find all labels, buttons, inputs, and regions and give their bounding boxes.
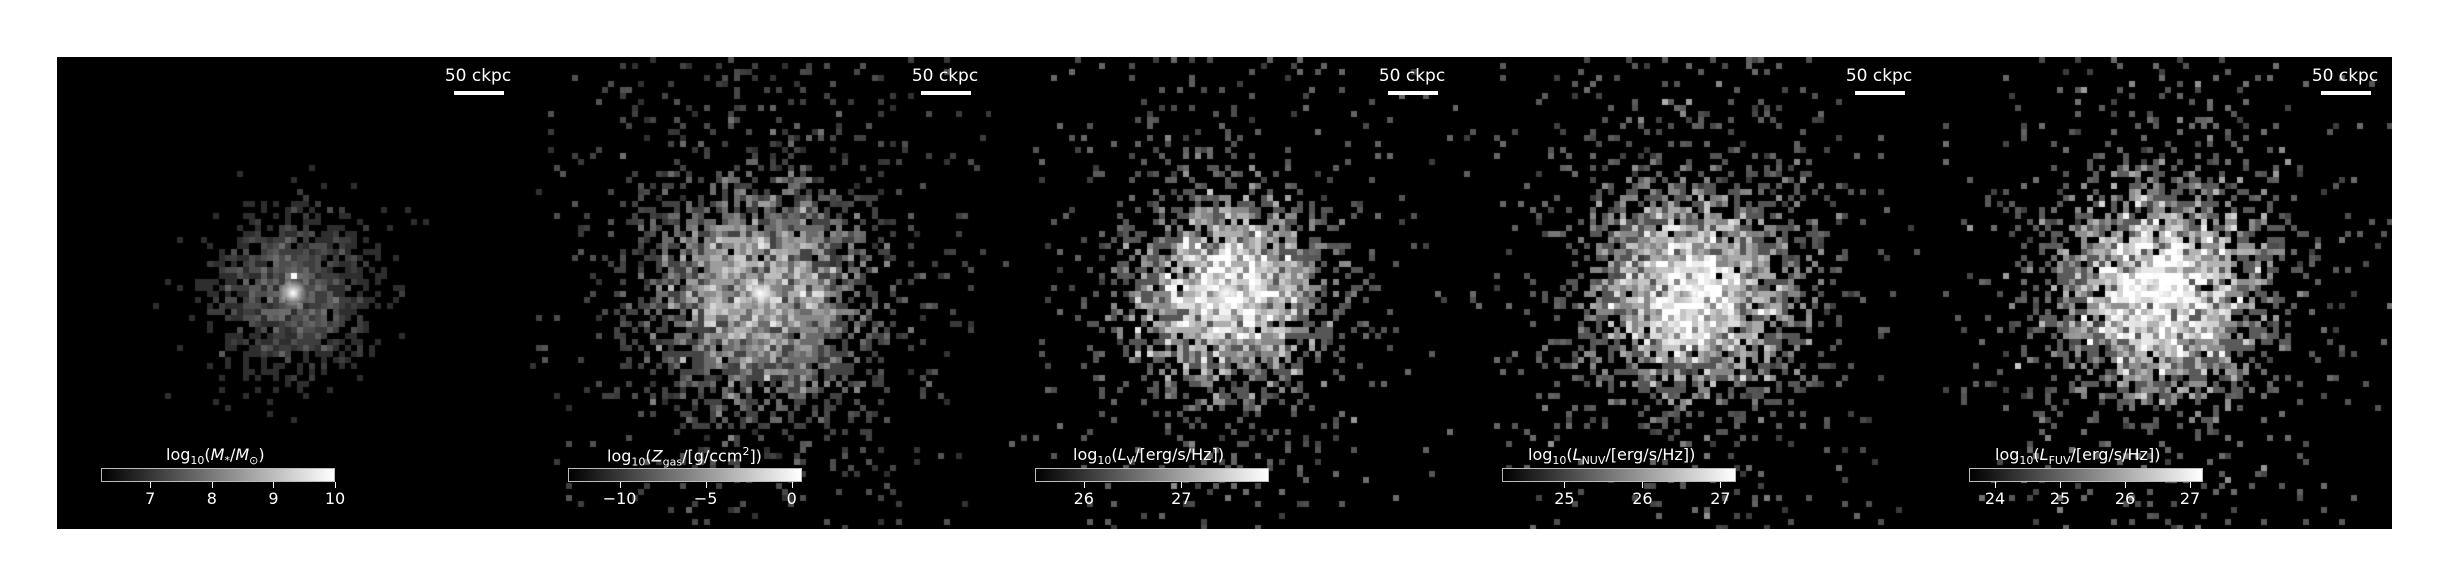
colorbar-tick-label: 7 [145, 489, 156, 508]
scale-bar-label: 50 ckpc [1378, 66, 1446, 86]
colorbar-tick-label: 10 [324, 489, 346, 508]
scale-bar [454, 91, 504, 95]
colorbar-tick [2060, 482, 2061, 488]
colorbar-label: log10(LNUV/[erg/s/Hz]) [1528, 445, 1696, 468]
scale-bar-label: 50 ckpc [2311, 66, 2379, 86]
colorbar-tick [619, 482, 621, 488]
heatmap-gas-metallicity [524, 57, 992, 529]
scale-bar-label: 50 ckpc [911, 66, 979, 86]
colorbar-tick-label: 27 [1710, 489, 1731, 508]
scale-bar [1855, 91, 1905, 95]
colorbar-tick [2190, 482, 2191, 488]
colorbar-tick-label: 0 [786, 489, 797, 508]
colorbar-label: log10(LFUV/[erg/s/Hz]) [1995, 445, 2161, 468]
colorbar-tick-label: −5 [693, 489, 718, 508]
colorbar-label: log10(LV/[erg/s/Hz]) [1073, 445, 1225, 468]
colorbar-tick [1083, 482, 1085, 488]
scale-bar-label: 50 ckpc [1845, 66, 1913, 86]
panel-luminosity-v: 50 ckpc log10(LV/[erg/s/Hz]) 26 27 [991, 57, 1459, 529]
colorbar-label: log10(Zgas/[g/ccm2]) [607, 445, 762, 469]
colorbar-tick [705, 482, 707, 488]
colorbar-tick-label: 26 [1073, 489, 1094, 508]
colorbar-label: log10(M*/M⊙) [166, 445, 265, 468]
colorbar-tick-label: 9 [268, 489, 279, 508]
heatmap-luminosity-v [991, 57, 1459, 529]
colorbar-tick [791, 482, 793, 488]
colorbar-tick [1642, 482, 1644, 488]
colorbar-tick-label: 26 [1632, 489, 1653, 508]
colorbar-tick-label: 25 [2049, 489, 2071, 508]
scale-bar-label: 50 ckpc [444, 66, 512, 86]
scale-bar [1388, 91, 1438, 95]
colorbar-tick-label: 25 [1554, 489, 1575, 508]
panel-gas-metallicity: 50 ckpc log10(Zgas/[g/ccm2]) −10 −5 0 [524, 57, 992, 529]
colorbar [568, 468, 802, 482]
colorbar-tick [1181, 482, 1183, 488]
colorbar-tick [273, 482, 275, 488]
panel-luminosity-nuv: 50 ckpc log10(LNUV/[erg/s/Hz]) 25 26 27 [1458, 57, 1926, 529]
colorbar-tick [150, 482, 152, 488]
colorbar-tick [2125, 482, 2126, 488]
colorbar [1502, 468, 1736, 482]
colorbar [1969, 468, 2203, 482]
heatmap-stellar-mass [57, 57, 525, 529]
scale-bar [921, 91, 971, 95]
colorbar-tick-label: −10 [602, 489, 637, 508]
colorbar [1035, 468, 1269, 482]
colorbar-tick [335, 482, 336, 488]
colorbar-tick [1995, 482, 1996, 488]
heatmap-luminosity-nuv [1458, 57, 1926, 529]
colorbar-tick [1720, 482, 1722, 488]
colorbar-tick-label: 8 [206, 489, 217, 508]
heatmap-luminosity-fuv [1925, 57, 2392, 529]
colorbar-tick [211, 482, 213, 488]
colorbar [101, 468, 335, 482]
colorbar-tick-label: 27 [2179, 489, 2201, 508]
panel-luminosity-fuv: 50 ckpc log10(LFUV/[erg/s/Hz]) 24 25 26 27 [1925, 57, 2392, 529]
colorbar-tick [1564, 482, 1566, 488]
scale-bar [2321, 91, 2371, 95]
colorbar-tick-label: 26 [2114, 489, 2136, 508]
colorbar-tick-label: 27 [1171, 489, 1192, 508]
colorbar-tick-label: 24 [1984, 489, 2006, 508]
panel-stellar-mass: 50 ckpc log10(M*/M⊙) 7 8 9 10 [57, 57, 525, 529]
